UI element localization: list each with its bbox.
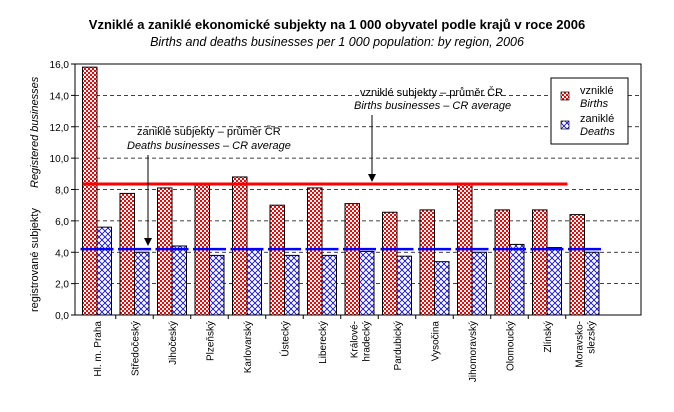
bar-deaths [584,251,600,316]
legend-births: vzniklé [580,85,614,97]
bar-births [307,187,323,316]
bar-deaths [171,245,187,316]
legend-swatch-deaths [560,120,570,130]
y-tick-label: 4,0 [55,248,69,259]
y-tick-label: 14,0 [50,91,70,102]
births-avg-label: vzniklé subjekty – průměr ČR [360,86,503,99]
bar-deaths [359,250,375,316]
chart-subtitle: Births and deaths businesses per 1 000 p… [150,35,524,49]
bar-deaths [284,254,300,316]
x-tick-label: Olomoucký [506,321,517,371]
x-tick-label: Středočeský [131,321,142,376]
births-avg-label-en: Births businesses – CR average [354,100,511,112]
x-tick-label: Vysočina [431,321,442,362]
legend-swatch-births [560,91,570,101]
legend-deaths-en: Deaths [580,126,615,138]
bar-deaths [246,249,262,316]
annotation-deaths-avg: zaniklé subjekty – průměr ČR Deaths busi… [127,125,291,246]
x-tick-label: Pardubický [393,321,404,370]
x-tick-label: Karlovarský [243,321,254,373]
y-tick-label: 12,0 [50,123,70,134]
arrow-head-icon [368,174,376,182]
legend: vzniklé Births zaniklé Deaths [550,77,629,145]
bar-deaths [209,254,225,316]
x-tick-label: Ústecký [279,321,292,357]
bar-deaths [396,255,412,316]
y-axis-label: registrované subjekty [29,208,41,312]
bar-deaths [434,261,450,316]
bar-births [344,203,360,316]
bar-deaths [321,254,337,316]
bar-births [569,214,585,316]
bar-births [82,66,98,316]
bar-births [119,192,135,316]
bar-deaths [471,251,487,316]
y-tick-label: 0,0 [55,311,69,322]
chart-title: Vzniklé a zaniklé ekonomické subjekty na… [88,17,586,32]
y-tick-label: 16,0 [50,60,70,71]
x-tick-label: Liberecký [318,321,329,364]
bar-deaths [546,247,562,316]
arrow-head-icon [144,238,152,246]
x-tick-label: Jihomoravský [468,321,479,382]
bar-deaths [509,243,525,316]
bar-births [382,211,398,316]
x-tick-label: Jihočeský [168,321,179,365]
bar-births [494,209,510,316]
bar-births [419,209,435,316]
bar-births [157,187,173,316]
deaths-avg-label-en: Deaths businesses – CR average [127,140,291,152]
bar-births [269,204,285,316]
x-tick-label: Moravsko- [575,321,586,368]
bar-births [532,209,548,316]
x-tick-label: Zlínský [543,321,554,353]
bar-deaths [96,226,112,316]
x-tick-label: Králové- [350,321,361,358]
x-tick-label: slezský [587,321,598,354]
legend-births-en: Births [580,98,609,110]
legend-deaths: zaniklé [580,113,614,125]
bar-deaths [134,251,150,316]
y-tick-label: 2,0 [55,280,69,291]
x-tick-label: Plzeňský [206,321,217,361]
y-axis-label-en: Registered businesses [29,76,41,188]
y-tick-label: 8,0 [55,186,69,197]
x-tick-label: hradecký [362,321,373,362]
bar-births [232,176,248,316]
x-tick-label: Hl. m. Praha [93,321,104,377]
deaths-avg-label: zaniklé subjekty – průměr ČR [137,125,281,138]
annotation-births-avg: vzniklé subjekty – průměr ČR Births busi… [354,86,511,182]
y-tick-label: 6,0 [55,217,69,228]
y-tick-label: 10,0 [50,154,70,165]
